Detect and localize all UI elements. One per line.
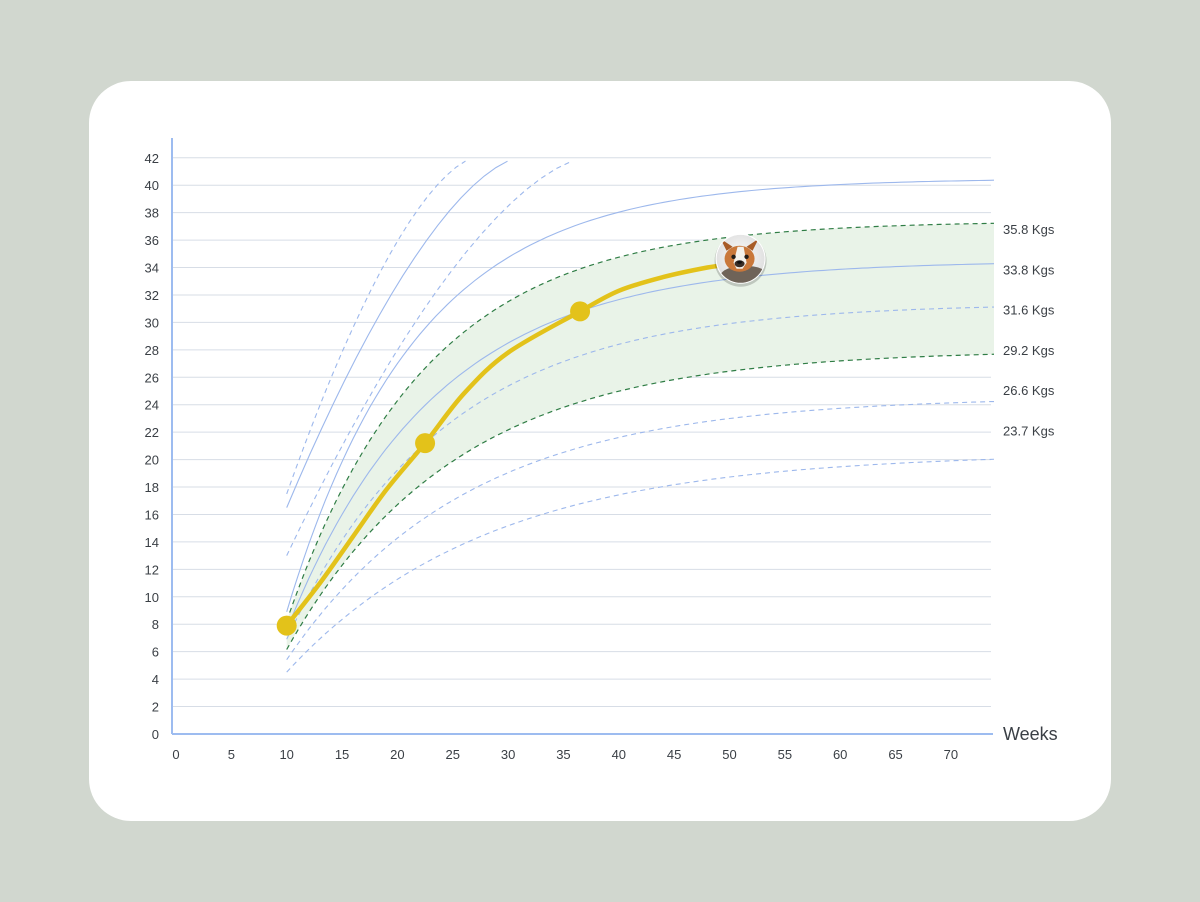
growth-series (276, 233, 769, 636)
x-tick-label: 60 (833, 747, 847, 762)
right-weight-label: 35.8 Kgs (1003, 222, 1055, 237)
growth-marker[interactable] (276, 615, 297, 636)
y-tick-label: 30 (145, 315, 159, 330)
y-tick-label: 12 (145, 562, 159, 577)
y-tick-label: 20 (145, 453, 159, 468)
y-tick-label: 28 (145, 343, 159, 358)
y-tick-label: 26 (145, 370, 159, 385)
axes (171, 138, 993, 735)
dog-avatar-icon[interactable] (714, 233, 769, 287)
x-tick-label: 10 (279, 747, 293, 762)
x-tick-label: 35 (556, 747, 570, 762)
healthy-range-band (286, 223, 994, 650)
x-tick-label: 0 (172, 747, 179, 762)
x-tick-label: 30 (501, 747, 515, 762)
y-tick-label: 4 (152, 672, 159, 687)
y-tick-label: 10 (145, 590, 159, 605)
steep-curve-3 (286, 161, 571, 556)
y-tick-label: 22 (145, 425, 159, 440)
y-tick-label: 2 (152, 700, 159, 715)
right-weight-label: 23.7 Kgs (1003, 424, 1055, 439)
y-tick-label: 34 (145, 261, 159, 276)
x-tick-label: 40 (612, 747, 626, 762)
x-tick-label: 55 (778, 747, 792, 762)
right-weight-label: 31.6 Kgs (1003, 303, 1055, 318)
chart-card (89, 81, 1111, 821)
y-tick-label: 18 (145, 480, 159, 495)
x-tick-label: 25 (446, 747, 460, 762)
y-tick-label: 40 (145, 178, 159, 193)
growth-line (284, 262, 732, 628)
right-weight-label: 33.8 Kgs (1003, 262, 1055, 277)
y-tick-label: 8 (152, 617, 159, 632)
y-tick-label: 16 (145, 507, 159, 522)
y-tick-label: 24 (145, 398, 159, 413)
x-tick-label: 15 (335, 747, 349, 762)
percentile-curve-5 (286, 353, 994, 650)
y-tick-label: 42 (145, 151, 159, 166)
y-tick-label: 32 (145, 288, 159, 303)
growth-marker[interactable] (415, 433, 436, 454)
y-tick-label: 6 (152, 645, 159, 660)
x-axis-ticks: 0 5 10 15 20 25 30 35 40 45 50 55 60 65 70 (172, 747, 958, 762)
right-weight-label: 26.6 Kgs (1003, 383, 1055, 398)
x-tick-label: 20 (390, 747, 404, 762)
x-axis-title: Weeks (1003, 724, 1058, 744)
y-tick-label: 0 (152, 727, 159, 742)
percentile-curve-4 (286, 306, 994, 640)
percentile-curve-1 (286, 179, 994, 612)
x-tick-label: 45 (667, 747, 681, 762)
x-tick-label: 50 (722, 747, 736, 762)
steep-curve-1 (286, 160, 466, 495)
percentile-curve-2 (286, 222, 994, 622)
x-tick-label: 70 (944, 747, 958, 762)
percentile-curves (286, 160, 994, 673)
x-tick-label: 5 (228, 747, 235, 762)
percentile-curve-7 (286, 458, 994, 673)
steep-curve-2 (286, 160, 508, 508)
y-tick-label: 14 (145, 535, 159, 550)
y-tick-label: 36 (145, 233, 159, 248)
y-tick-label: 38 (145, 206, 159, 221)
right-weight-label: 29.2 Kgs (1003, 343, 1055, 358)
right-weight-labels: 35.8 Kgs 33.8 Kgs 31.6 Kgs 29.2 Kgs 26.6 Kgs… (1003, 222, 1055, 439)
x-tick-label: 65 (888, 747, 902, 762)
growth-marker[interactable] (570, 301, 591, 322)
band-fill (286, 223, 994, 650)
percentile-curve-6 (286, 400, 994, 661)
percentile-curve-3 (286, 263, 994, 631)
